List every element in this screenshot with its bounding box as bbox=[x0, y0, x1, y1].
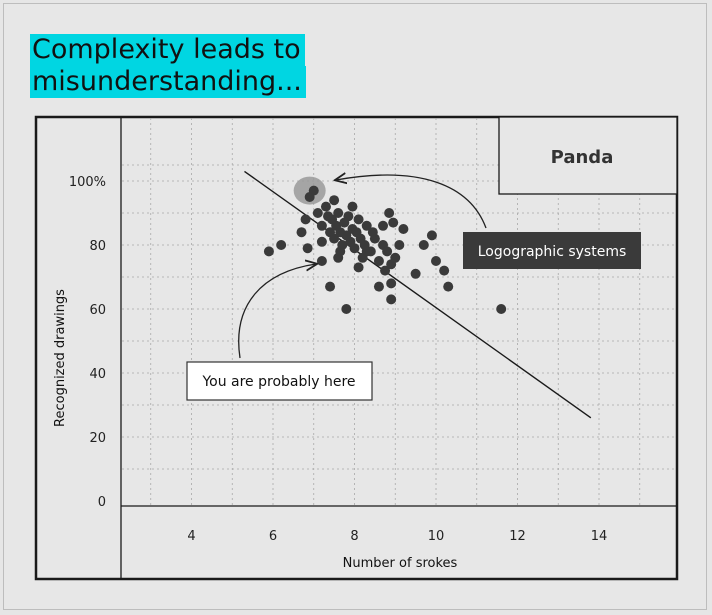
data-point bbox=[329, 195, 340, 206]
data-point bbox=[316, 236, 327, 247]
data-point bbox=[386, 278, 397, 289]
x-tick-label: 10 bbox=[428, 529, 445, 544]
data-point bbox=[388, 217, 399, 228]
data-point bbox=[316, 256, 327, 266]
x-tick-label: 4 bbox=[187, 529, 195, 544]
data-point bbox=[276, 240, 287, 250]
data-point bbox=[386, 294, 397, 305]
data-point bbox=[410, 268, 421, 279]
y-tick-labels: 0 20 40 60 80 100% bbox=[69, 175, 106, 510]
data-point bbox=[263, 246, 274, 257]
data-point bbox=[361, 220, 372, 231]
data-point bbox=[443, 281, 454, 292]
y-tick-label: 100% bbox=[69, 175, 106, 190]
data-point bbox=[312, 208, 323, 218]
y-tick-label: 40 bbox=[89, 367, 106, 382]
data-point bbox=[384, 208, 395, 218]
data-point bbox=[343, 211, 354, 222]
you-are-here-callout-label: You are probably here bbox=[201, 374, 355, 390]
legend-label: Panda bbox=[551, 147, 614, 168]
you-are-here-arrow bbox=[238, 264, 316, 359]
data-point bbox=[394, 240, 405, 250]
data-point bbox=[325, 281, 336, 292]
data-point bbox=[373, 256, 384, 266]
data-point bbox=[439, 265, 450, 276]
title-line-2: misunderstanding... bbox=[30, 66, 306, 98]
data-point bbox=[302, 243, 313, 254]
data-point bbox=[382, 246, 393, 257]
data-point bbox=[373, 281, 384, 292]
legend-box bbox=[498, 116, 678, 195]
data-point bbox=[335, 246, 346, 257]
x-tick-label: 6 bbox=[269, 529, 277, 544]
data-point bbox=[431, 256, 441, 266]
y-tick-label: 20 bbox=[89, 431, 106, 446]
data-point bbox=[426, 230, 437, 241]
data-point bbox=[349, 243, 360, 254]
data-point bbox=[361, 246, 372, 257]
x-tick-label: 8 bbox=[350, 529, 358, 544]
data-point bbox=[367, 227, 378, 238]
data-point bbox=[353, 214, 364, 225]
page-title: Complexity leads to misunderstanding... bbox=[30, 34, 306, 98]
data-point bbox=[329, 233, 340, 244]
data-point bbox=[308, 185, 319, 196]
data-point bbox=[378, 220, 389, 231]
you-are-here-callout-box bbox=[186, 361, 373, 401]
data-point bbox=[300, 214, 311, 225]
x-tick-labels: 4 6 8 10 12 14 bbox=[187, 529, 607, 544]
y-tick-label: 0 bbox=[98, 495, 106, 510]
data-point bbox=[320, 201, 331, 212]
title-line-1: Complexity leads to bbox=[30, 34, 305, 66]
y-tick-label: 60 bbox=[89, 303, 106, 318]
data-point bbox=[316, 220, 327, 231]
logographic-callout-box bbox=[463, 232, 641, 269]
data-point bbox=[390, 252, 401, 263]
x-tick-label: 14 bbox=[591, 529, 608, 544]
logographic-arrow bbox=[336, 175, 487, 229]
data-point bbox=[353, 262, 364, 273]
data-point bbox=[380, 265, 391, 276]
y-tick-label: 80 bbox=[89, 239, 106, 254]
x-axis-title: Number of srokes bbox=[343, 556, 458, 571]
trend-line bbox=[244, 170, 592, 419]
data-points bbox=[263, 185, 507, 314]
trend-line-group bbox=[244, 170, 592, 419]
data-point bbox=[418, 240, 429, 250]
data-point bbox=[398, 224, 409, 234]
y-axis-title: Recognized drawings bbox=[53, 289, 68, 427]
data-point bbox=[347, 201, 358, 212]
data-point bbox=[333, 208, 344, 218]
logographic-callout-label: Logographic systems bbox=[478, 244, 627, 260]
data-point bbox=[341, 304, 352, 314]
data-point bbox=[496, 304, 507, 314]
x-tick-label: 12 bbox=[509, 529, 526, 544]
data-point bbox=[296, 227, 307, 238]
